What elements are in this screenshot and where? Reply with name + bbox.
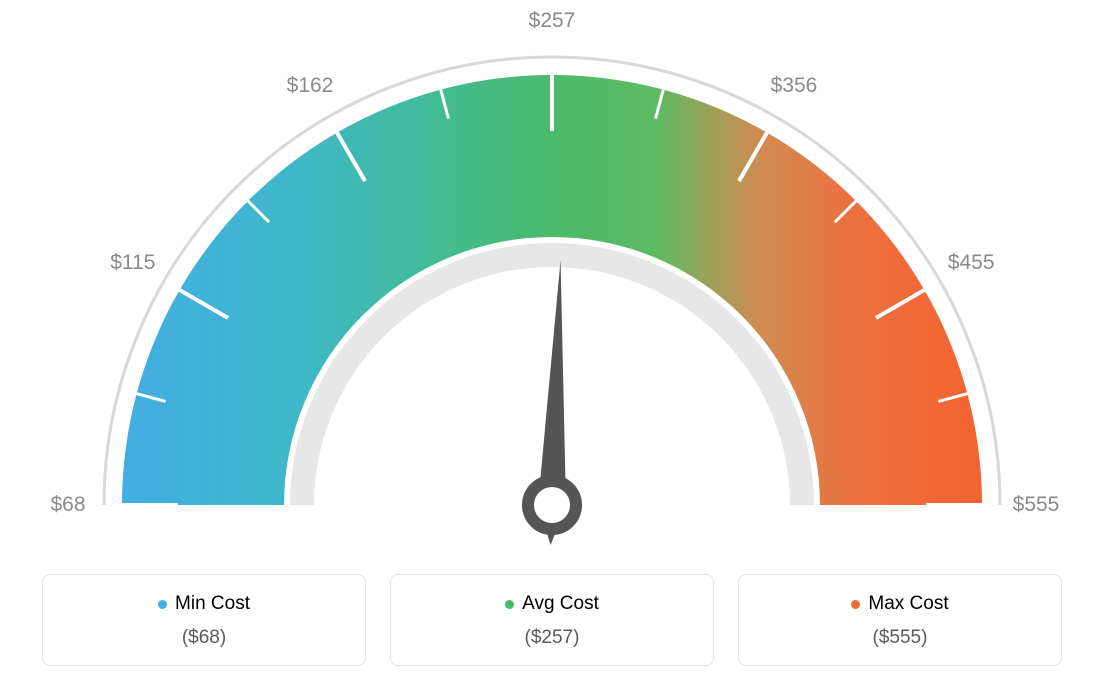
legend-label-min: Min Cost bbox=[175, 593, 250, 615]
legend-title-avg: Avg Cost bbox=[505, 593, 599, 615]
gauge-scale-label: $115 bbox=[110, 251, 155, 275]
gauge-scale-label: $555 bbox=[1013, 493, 1060, 517]
legend-dot-avg bbox=[505, 600, 514, 609]
gauge-scale-label: $162 bbox=[287, 74, 334, 98]
legend-label-avg: Avg Cost bbox=[522, 593, 599, 615]
legend-card-avg: Avg Cost ($257) bbox=[390, 574, 714, 666]
legend-dot-max bbox=[851, 600, 860, 609]
legend-dot-min bbox=[158, 600, 167, 609]
legend-label-max: Max Cost bbox=[868, 593, 948, 615]
legend-row: Min Cost ($68) Avg Cost ($257) Max Cost … bbox=[42, 574, 1062, 666]
legend-value-max: ($555) bbox=[751, 627, 1049, 649]
gauge-chart-container: $68 $115 $162 $257 $356 $455 $555 Min Cost ($6… bbox=[0, 0, 1104, 690]
gauge-scale-label: $257 bbox=[529, 9, 576, 33]
gauge-scale-label: $455 bbox=[948, 251, 995, 275]
legend-value-min: ($68) bbox=[55, 627, 353, 649]
legend-card-min: Min Cost ($68) bbox=[42, 574, 366, 666]
gauge-scale-label: $68 bbox=[50, 493, 85, 517]
legend-title-max: Max Cost bbox=[851, 593, 948, 615]
legend-value-avg: ($257) bbox=[403, 627, 701, 649]
gauge-svg bbox=[0, 0, 1104, 570]
gauge-scale-label: $356 bbox=[771, 74, 818, 98]
gauge: $68 $115 $162 $257 $356 $455 $555 bbox=[0, 0, 1104, 570]
legend-card-max: Max Cost ($555) bbox=[738, 574, 1062, 666]
legend-title-min: Min Cost bbox=[158, 593, 250, 615]
